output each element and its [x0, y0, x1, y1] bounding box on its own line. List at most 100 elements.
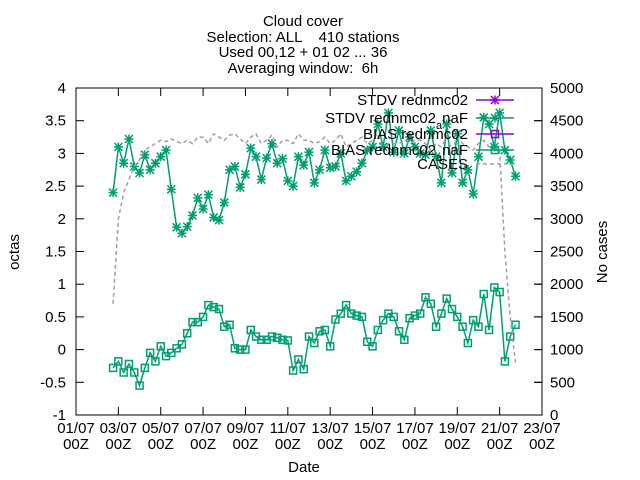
series-point — [283, 336, 293, 345]
series-point — [442, 294, 451, 303]
series-point — [140, 150, 150, 160]
series-point — [299, 364, 308, 374]
series-point — [420, 150, 431, 160]
series-point — [219, 197, 229, 207]
series-point — [119, 158, 129, 168]
series-point — [209, 302, 218, 312]
y-tick-label: 4 — [58, 80, 66, 97]
x-tick-label: 00Z — [529, 436, 555, 453]
series-point — [410, 311, 420, 320]
series-point — [130, 368, 139, 377]
series-point — [447, 168, 457, 178]
series-line — [112, 286, 517, 388]
series-point — [389, 312, 398, 322]
series-point — [135, 381, 144, 390]
series-point — [124, 134, 134, 144]
y2-tick-label: 3000 — [550, 211, 583, 228]
series-point — [505, 155, 515, 165]
series-point — [182, 329, 192, 338]
y-tick-label: -0.5 — [40, 374, 66, 391]
series-point — [373, 325, 383, 335]
series-point — [405, 132, 415, 142]
y-tick-label: 0 — [58, 342, 66, 359]
y-axis-title: octas — [6, 234, 23, 270]
series-point — [150, 158, 160, 168]
series-point — [330, 161, 341, 172]
y-tick-label: 1 — [58, 276, 66, 293]
y2-tick-label: 4000 — [550, 145, 583, 162]
x-tick-label: 00Z — [360, 436, 386, 453]
y2-tick-label: 5000 — [550, 80, 583, 97]
series-point — [188, 317, 197, 327]
series-point — [426, 299, 436, 309]
legend-label: CASES — [417, 156, 468, 173]
series-point — [267, 139, 277, 149]
series-point — [310, 338, 319, 348]
series-point — [468, 189, 478, 199]
legend-entry: BIAS rednmc02 — [363, 126, 514, 143]
x-tick-label: 00Z — [233, 436, 259, 453]
series-point — [156, 342, 165, 351]
series-point — [511, 320, 520, 329]
series-point — [400, 335, 409, 345]
series-point — [198, 312, 208, 322]
series-point — [479, 289, 488, 299]
title-line-3: Used 00,12 + 01 02 ... 36 — [219, 44, 388, 61]
series-point — [352, 311, 361, 320]
series-point — [484, 325, 494, 335]
series-point — [447, 304, 457, 314]
series-point — [426, 125, 436, 136]
series-point — [225, 320, 234, 329]
x-axis: 01/0700Z03/0700Z05/0700Z07/0700Z09/0700Z… — [57, 88, 561, 453]
y2-tick-label: 2500 — [550, 244, 583, 261]
series-point — [230, 161, 240, 172]
series-point — [468, 315, 478, 325]
series-point — [203, 190, 213, 200]
series-point — [495, 108, 505, 118]
series-point — [235, 182, 245, 192]
x-tick-label: 23/07 — [523, 420, 561, 437]
series-point — [505, 332, 515, 341]
series-point — [453, 312, 462, 322]
series-point — [394, 125, 404, 136]
series-point — [405, 313, 414, 323]
x-tick-label: 21/07 — [481, 420, 519, 437]
series-point — [484, 119, 494, 129]
series-point — [235, 345, 245, 354]
series-point — [452, 129, 462, 139]
series-point — [347, 309, 356, 318]
series-point — [283, 176, 293, 186]
x-tick-label: 05/07 — [142, 420, 180, 437]
y2-tick-label: 3500 — [550, 178, 583, 195]
series-point — [458, 322, 467, 331]
y2-tick-label: 4500 — [550, 113, 583, 130]
legend-entry: CASES — [417, 156, 514, 173]
series-point — [431, 322, 441, 331]
y2-axis-title: No cases — [594, 221, 611, 284]
series-point — [256, 175, 266, 185]
legend-label: STDV rednmc02 — [357, 92, 468, 109]
y-tick-label: 0.5 — [45, 309, 66, 326]
series-point — [145, 165, 155, 175]
series-point — [246, 143, 256, 153]
chart-title: Cloud cover Selection: ALL 410 stations … — [207, 13, 400, 77]
series-point — [304, 332, 314, 341]
series-point — [288, 366, 298, 375]
series-point — [294, 355, 303, 364]
x-tick-label: 17/07 — [396, 420, 434, 437]
series-point — [341, 176, 351, 186]
series-point — [257, 335, 266, 345]
series-point — [225, 165, 235, 175]
x-tick-label: 00Z — [275, 436, 301, 453]
x-tick-label: 13/07 — [311, 420, 349, 437]
series-point — [246, 325, 255, 335]
series-point — [161, 145, 171, 155]
series-point — [241, 345, 250, 354]
legend-label: BIAS rednmc02 — [363, 126, 468, 143]
x-tick-label: 00Z — [63, 436, 89, 453]
series-point — [214, 215, 224, 225]
series-point — [415, 309, 425, 318]
series-point — [336, 309, 346, 318]
series-point — [251, 152, 261, 162]
